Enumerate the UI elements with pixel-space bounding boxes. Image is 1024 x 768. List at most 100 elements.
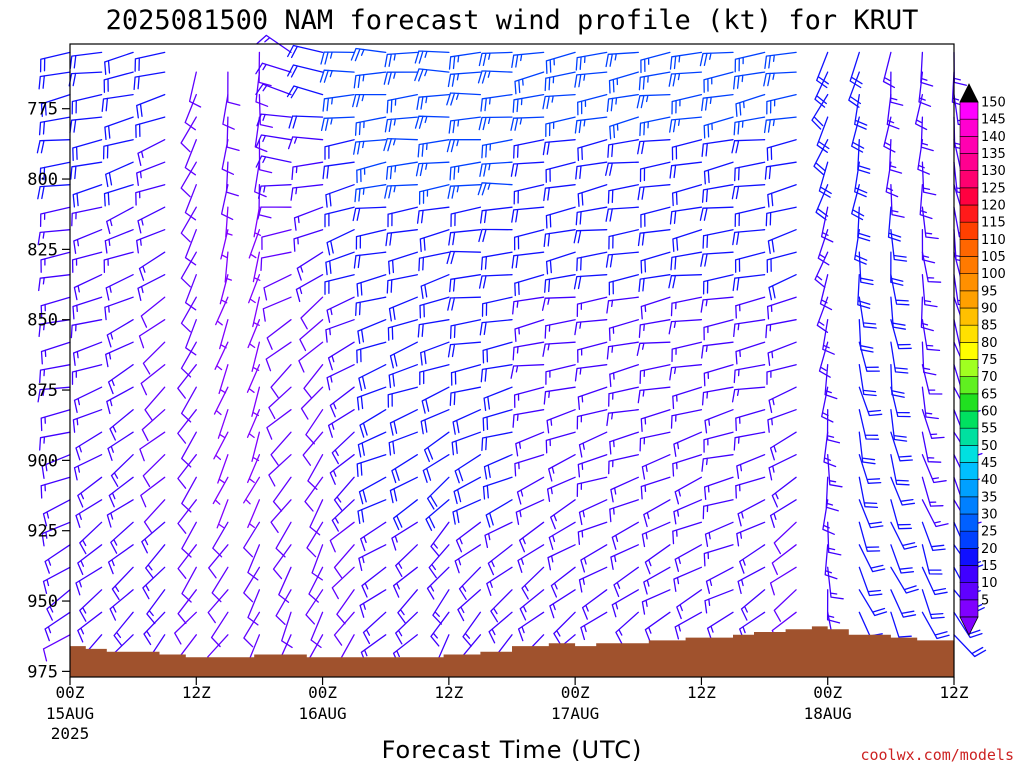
wind-barb — [574, 71, 608, 88]
wind-barb — [420, 341, 450, 366]
wind-barb — [515, 431, 545, 457]
wind-barb — [180, 206, 197, 243]
wind-barb — [703, 544, 734, 567]
wind-barb — [181, 476, 197, 513]
wind-barb — [142, 566, 166, 600]
wind-barb — [420, 409, 450, 435]
wind-barb — [545, 431, 576, 454]
wind-barb — [921, 341, 937, 376]
wind-barb — [890, 386, 911, 418]
wind-barb — [639, 431, 671, 452]
wind-barb — [73, 454, 103, 481]
wind-barb — [137, 139, 166, 167]
wind-barb — [272, 476, 292, 512]
wind-barb — [549, 589, 576, 619]
y-tick-label: 975 — [27, 662, 58, 682]
wind-barb — [740, 589, 766, 621]
wind-barb — [353, 139, 387, 155]
wind-barb — [545, 51, 576, 74]
wind-barb — [336, 589, 355, 625]
wind-barb — [490, 589, 513, 623]
wind-barb — [305, 409, 324, 445]
wind-barb — [640, 296, 671, 320]
wind-barb — [307, 454, 324, 491]
wind-barb — [385, 229, 418, 247]
wind-barb — [704, 589, 734, 614]
wind-barb — [327, 341, 355, 371]
wind-barb — [446, 250, 482, 265]
wind-barb — [704, 521, 734, 548]
colorbar: 5 10 15 20 25 30 35 40 45 50 55 60 65 70 75 80 85 90 95 100… — [959, 83, 1006, 636]
plot-frame — [69, 43, 955, 678]
colorbar-label: 20 — [981, 542, 998, 557]
wind-barb — [216, 499, 229, 529]
wind-barb — [480, 364, 513, 383]
wind-barb — [545, 364, 576, 385]
wind-barb — [608, 454, 639, 475]
wind-barb — [702, 274, 734, 295]
colorbar-swatch — [959, 565, 979, 583]
wind-barb — [75, 566, 103, 596]
wind-barb — [827, 454, 843, 488]
x-tick-label: 12Z — [434, 683, 463, 702]
wind-barb — [358, 544, 387, 572]
wind-barb — [213, 386, 229, 416]
wind-barb — [921, 206, 939, 240]
wind-barb — [733, 364, 766, 384]
wind-barb — [514, 274, 545, 297]
wind-barb — [814, 251, 829, 288]
colorbar-label: 15 — [981, 559, 998, 574]
wind-barb — [773, 589, 797, 622]
wind-barb — [39, 206, 71, 228]
wind-barb — [36, 139, 71, 154]
wind-barb — [180, 296, 197, 333]
wind-barb — [702, 499, 734, 520]
wind-barb — [144, 386, 166, 421]
wind-barb — [767, 229, 797, 254]
colorbar-swatch — [959, 359, 979, 377]
wind-barb — [668, 71, 703, 87]
wind-barb — [857, 206, 871, 242]
colorbar-label: 85 — [981, 319, 998, 334]
wind-barb — [733, 71, 766, 90]
wind-barb — [605, 51, 639, 68]
wind-barb — [422, 454, 450, 483]
wind-barb — [637, 386, 671, 404]
x-tick-year: 2025 — [51, 724, 90, 743]
wind-barb — [577, 93, 608, 116]
wind-barb — [921, 251, 942, 283]
wind-barb — [281, 611, 293, 649]
wind-barb — [542, 341, 576, 357]
wind-barb — [39, 364, 71, 384]
wind-barb — [765, 319, 797, 339]
wind-barb — [177, 364, 197, 399]
wind-barb — [356, 386, 387, 411]
wind-barb — [215, 296, 229, 326]
wind-barb — [333, 476, 355, 511]
wind-barb — [109, 409, 134, 441]
wind-barb — [483, 386, 513, 412]
wind-barb — [355, 296, 387, 317]
wind-barb — [77, 611, 103, 643]
wind-barb — [138, 251, 166, 281]
wind-barb — [732, 229, 766, 246]
wind-barb — [673, 499, 703, 525]
wind-barb — [703, 161, 734, 185]
wind-barb — [858, 544, 886, 573]
wind-barb — [104, 296, 134, 321]
wind-barb — [676, 589, 703, 620]
wind-barb — [423, 431, 450, 463]
wind-barb — [426, 476, 450, 510]
wind-barb — [914, 93, 928, 131]
wind-barb — [416, 93, 450, 111]
wind-barb — [639, 364, 671, 384]
wind-barb — [73, 386, 103, 414]
wind-barb — [446, 92, 482, 106]
wind-barb — [890, 499, 912, 530]
colorbar-label: 10 — [981, 576, 998, 591]
wind-barb — [322, 93, 355, 112]
wind-barb — [217, 454, 229, 484]
wind-barb — [737, 499, 766, 527]
